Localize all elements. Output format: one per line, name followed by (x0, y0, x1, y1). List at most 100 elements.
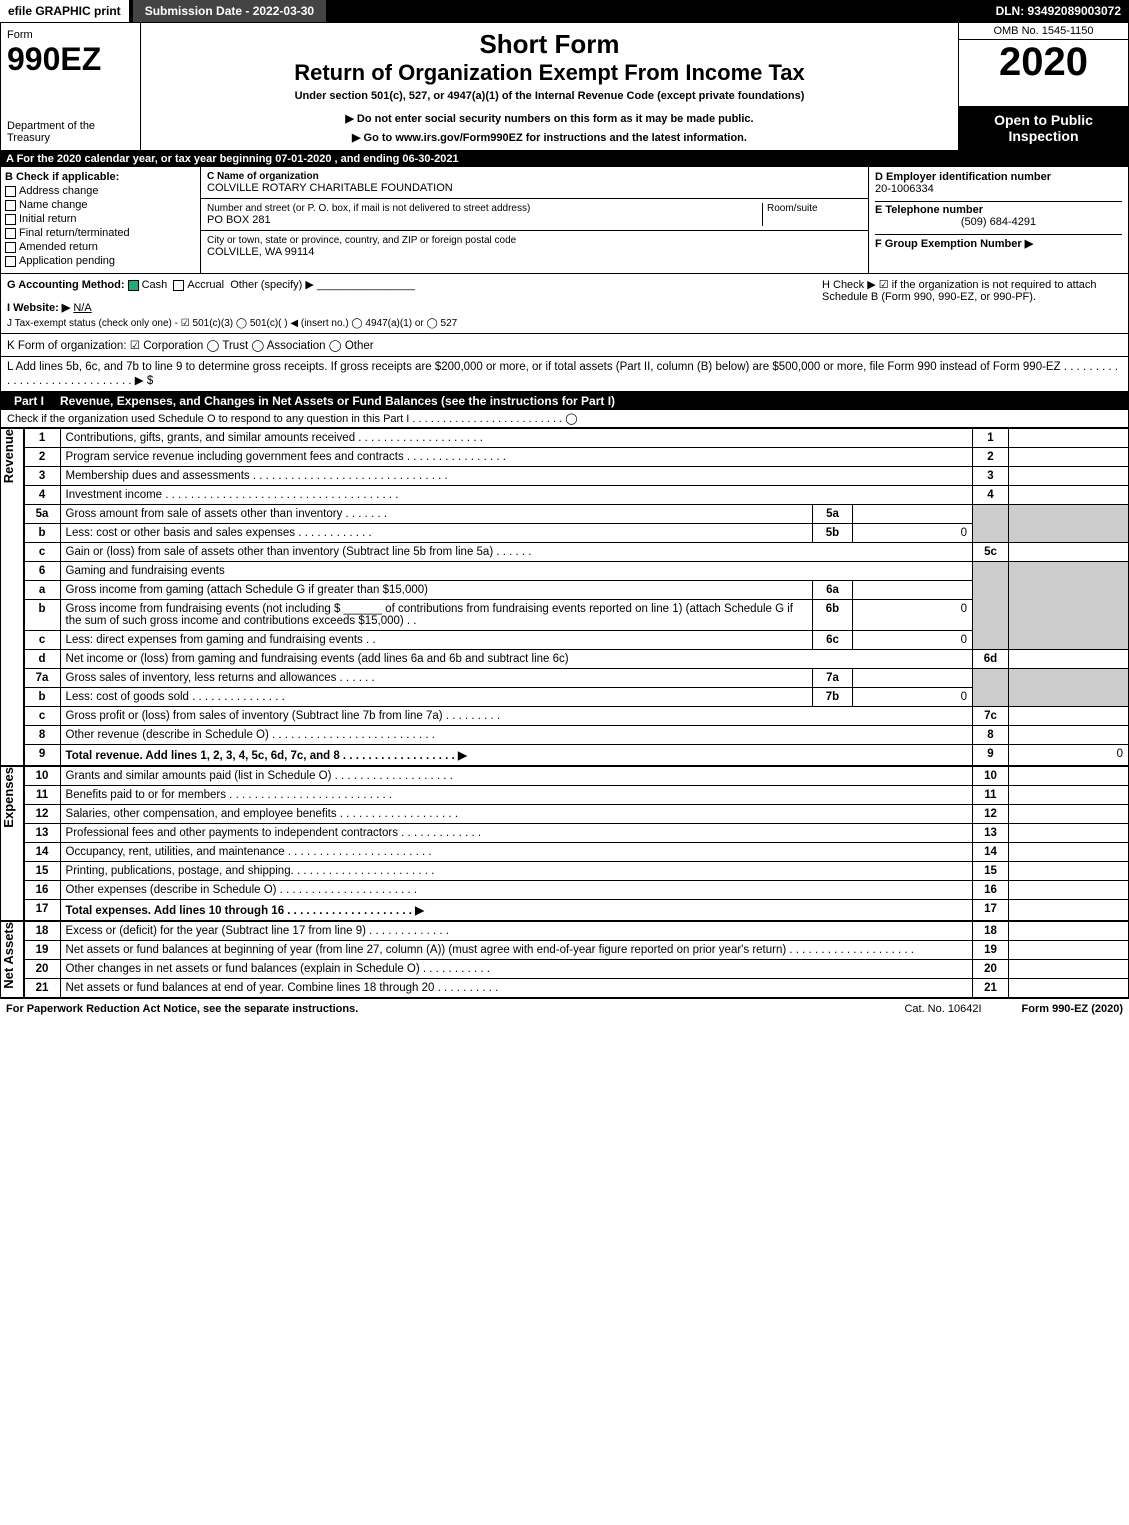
room-label: Room/suite (767, 203, 862, 214)
chk-final: Final return/terminated (5, 227, 196, 239)
table-row: 2Program service revenue including gover… (24, 448, 1128, 467)
table-row: 3Membership dues and assessments . . . .… (24, 467, 1128, 486)
checkbox-icon[interactable] (5, 186, 16, 197)
org-name-row: C Name of organization COLVILLE ROTARY C… (201, 167, 868, 199)
group-exemption: F Group Exemption Number ▶ (875, 234, 1122, 250)
checkbox-icon[interactable] (5, 200, 16, 211)
ssn-notice: ▶ Do not enter social security numbers o… (147, 112, 952, 125)
expenses-section: Expenses 10Grants and similar amounts pa… (0, 766, 1129, 921)
return-title: Return of Organization Exempt From Incom… (147, 60, 952, 86)
revenue-section: Revenue 1Contributions, gifts, grants, a… (0, 428, 1129, 766)
table-row: 4Investment income . . . . . . . . . . .… (24, 486, 1128, 505)
dept-treasury: Department of the Treasury (7, 120, 134, 144)
table-row: cGain or (loss) from sale of assets othe… (24, 543, 1128, 562)
accounting-method: G Accounting Method: Cash Accrual Other … (7, 278, 822, 291)
table-row: 7aGross sales of inventory, less returns… (24, 669, 1128, 688)
short-form-title: Short Form (147, 29, 952, 60)
paperwork-notice: For Paperwork Reduction Act Notice, see … (6, 1003, 358, 1015)
checkbox-icon[interactable] (128, 280, 139, 291)
table-row: 1Contributions, gifts, grants, and simil… (24, 429, 1128, 448)
street-label: Number and street (or P. O. box, if mail… (207, 203, 762, 214)
website-value: N/A (73, 302, 91, 314)
section-g: G Accounting Method: Cash Accrual Other … (0, 274, 1129, 334)
tel-label: E Telephone number (875, 201, 1122, 216)
checkbox-icon[interactable] (5, 256, 16, 267)
table-row: cGross profit or (loss) from sales of in… (24, 707, 1128, 726)
part1-bar: Part I Revenue, Expenses, and Changes in… (0, 392, 1129, 410)
table-row: 11Benefits paid to or for members . . . … (24, 786, 1128, 805)
table-row: bLess: cost or other basis and sales exp… (24, 524, 1128, 543)
table-row: 15Printing, publications, postage, and s… (24, 862, 1128, 881)
part1-label: Part I (6, 394, 52, 408)
city-row: City or town, state or province, country… (201, 231, 868, 262)
table-row: aGross income from gaming (attach Schedu… (24, 581, 1128, 600)
checkbox-icon[interactable] (5, 242, 16, 253)
tax-year: 2020 (959, 40, 1128, 106)
table-row: 10Grants and similar amounts paid (list … (24, 767, 1128, 786)
chk-pending: Application pending (5, 255, 196, 267)
tel-value: (509) 684-4291 (875, 216, 1122, 228)
org-name: COLVILLE ROTARY CHARITABLE FOUNDATION (207, 182, 862, 194)
omb-number: OMB No. 1545-1150 (959, 23, 1128, 40)
revenue-side: Revenue (0, 428, 24, 766)
footer: For Paperwork Reduction Act Notice, see … (0, 998, 1129, 1019)
under-section: Under section 501(c), 527, or 4947(a)(1)… (147, 90, 952, 102)
chk-amended: Amended return (5, 241, 196, 253)
table-row: 16Other expenses (describe in Schedule O… (24, 881, 1128, 900)
table-row: cLess: direct expenses from gaming and f… (24, 631, 1128, 650)
table-row: 8Other revenue (describe in Schedule O) … (24, 726, 1128, 745)
checkbox-icon[interactable] (5, 228, 16, 239)
cat-no: Cat. No. 10642I (904, 1003, 981, 1015)
ein-label: D Employer identification number (875, 171, 1122, 183)
part1-title: Revenue, Expenses, and Changes in Net As… (60, 394, 615, 408)
c-label: C Name of organization (207, 171, 862, 182)
ein-value: 20-1006334 (875, 183, 1122, 195)
j-row: J Tax-exempt status (check only one) - ☑… (7, 318, 822, 329)
expenses-table: 10Grants and similar amounts paid (list … (24, 766, 1129, 921)
table-row: 19Net assets or fund balances at beginni… (24, 941, 1128, 960)
k-row: K Form of organization: ☑ Corporation ◯ … (0, 334, 1129, 357)
h-box: H Check ▶ ☑ if the organization is not r… (822, 278, 1122, 329)
chk-address: Address change (5, 185, 196, 197)
header-mid: Short Form Return of Organization Exempt… (141, 23, 958, 150)
table-row: 18Excess or (deficit) for the year (Subt… (24, 922, 1128, 941)
box-b-label: B Check if applicable: (5, 171, 196, 183)
l-row: L Add lines 5b, 6c, and 7b to line 9 to … (0, 357, 1129, 392)
box-d: D Employer identification number 20-1006… (868, 167, 1128, 273)
city: COLVILLE, WA 99114 (207, 246, 862, 258)
goto-link[interactable]: ▶ Go to www.irs.gov/Form990EZ for instru… (147, 131, 952, 144)
table-row: 6Gaming and fundraising events (24, 562, 1128, 581)
form-number: 990EZ (7, 41, 134, 78)
box-c: C Name of organization COLVILLE ROTARY C… (201, 167, 868, 273)
table-row: 14Occupancy, rent, utilities, and mainte… (24, 843, 1128, 862)
netassets-table: 18Excess or (deficit) for the year (Subt… (24, 921, 1129, 998)
revenue-table: 1Contributions, gifts, grants, and simil… (24, 428, 1129, 766)
table-row: 12Salaries, other compensation, and empl… (24, 805, 1128, 824)
website-row: I Website: ▶ N/A (7, 301, 822, 314)
table-row: 21Net assets or fund balances at end of … (24, 979, 1128, 998)
website-label: I Website: ▶ (7, 302, 70, 314)
dln-label: DLN: 93492089003072 (988, 0, 1129, 22)
expenses-side: Expenses (0, 766, 24, 921)
table-row: 20Other changes in net assets or fund ba… (24, 960, 1128, 979)
checkbox-icon[interactable] (5, 214, 16, 225)
header-left: Form 990EZ Department of the Treasury (1, 23, 141, 150)
calendar-row: A For the 2020 calendar year, or tax yea… (0, 151, 1129, 167)
table-row: 13Professional fees and other payments t… (24, 824, 1128, 843)
chk-name: Name change (5, 199, 196, 211)
g-label: G Accounting Method: (7, 279, 125, 291)
street: PO BOX 281 (207, 214, 762, 226)
g-left: G Accounting Method: Cash Accrual Other … (7, 278, 822, 329)
table-row: bGross income from fundraising events (n… (24, 600, 1128, 631)
table-row: bLess: cost of goods sold . . . . . . . … (24, 688, 1128, 707)
open-public: Open to Public Inspection (959, 106, 1128, 150)
submission-date: Submission Date - 2022-03-30 (133, 0, 326, 22)
table-row: 9Total revenue. Add lines 1, 2, 3, 4, 5c… (24, 745, 1128, 766)
checkbox-icon[interactable] (173, 280, 184, 291)
box-b: B Check if applicable: Address change Na… (1, 167, 201, 273)
form-ref: Form 990-EZ (2020) (1022, 1003, 1123, 1015)
table-row: 5aGross amount from sale of assets other… (24, 505, 1128, 524)
table-row: dNet income or (loss) from gaming and fu… (24, 650, 1128, 669)
netassets-side: Net Assets (0, 921, 24, 998)
block-a: B Check if applicable: Address change Na… (0, 167, 1129, 274)
